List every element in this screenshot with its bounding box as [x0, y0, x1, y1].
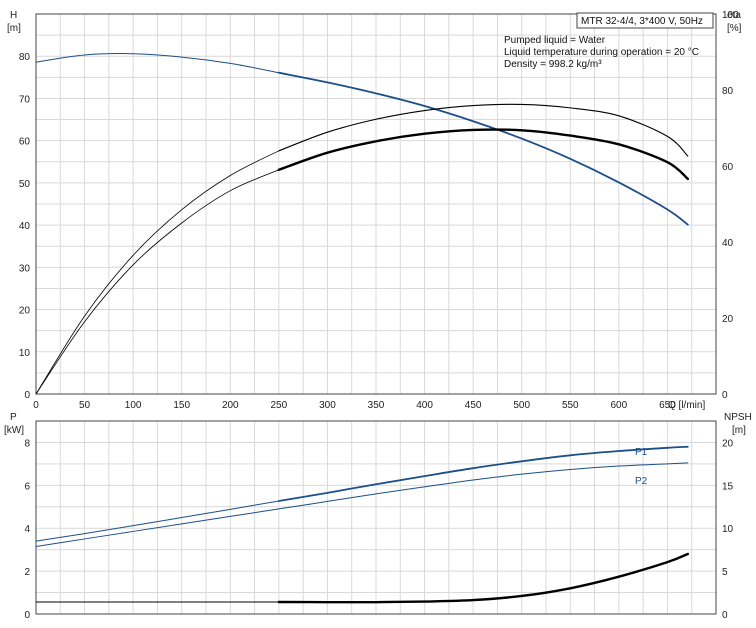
- top-series-curve-2-thick: [277, 128, 690, 181]
- x-tick-150: 150: [173, 400, 190, 411]
- info-box-title: MTR 32-4/4, 3*400 V, 50Hz: [581, 16, 703, 27]
- bottom-left-tick-8: 8: [24, 438, 30, 449]
- bottom-left-tick-2: 2: [24, 567, 30, 578]
- bottom-series: [35, 445, 690, 604]
- x-tick-650: 650: [659, 400, 676, 411]
- bottom-right-axis-label-1: NPSH: [724, 412, 752, 423]
- bottom-left-axis-label-2: [kW]: [4, 425, 24, 436]
- top-series-curve-1-thick: [278, 103, 689, 157]
- x-tick-50: 50: [79, 400, 91, 411]
- bottom-grid: [36, 421, 716, 614]
- bottom-series-p2-thin: [35, 508, 279, 547]
- top-right-tick-80: 80: [722, 86, 734, 97]
- x-axis-label: Q [l/min]: [668, 400, 705, 411]
- top-right-tick-20: 20: [722, 314, 734, 325]
- x-tick-550: 550: [562, 400, 579, 411]
- top-left-tick-40: 40: [19, 221, 31, 232]
- x-tick-400: 400: [416, 400, 433, 411]
- top-left-tick-80: 80: [19, 52, 31, 63]
- top-left-tick-0: 0: [24, 390, 30, 401]
- x-tick-100: 100: [125, 400, 142, 411]
- x-tick-200: 200: [222, 400, 239, 411]
- x-tick-350: 350: [368, 400, 385, 411]
- x-tick-250: 250: [271, 400, 288, 411]
- top-right-tick-40: 40: [722, 238, 734, 249]
- top-right-tick-60: 60: [722, 162, 734, 173]
- bottom-right-axis-label-2: [m]: [732, 425, 746, 436]
- bottom-series-p1-thin: [35, 500, 279, 542]
- top-left-tick-60: 60: [19, 137, 31, 148]
- top-right-axis-label-1: eta: [727, 10, 741, 21]
- top-right-tick-100: 100: [722, 10, 739, 21]
- bottom-series-p2-thick: [278, 462, 689, 510]
- top-left-tick-70: 70: [19, 94, 31, 105]
- x-tick-450: 450: [465, 400, 482, 411]
- top-left-tick-20: 20: [19, 306, 31, 317]
- x-tick-0: 0: [33, 400, 39, 411]
- x-tick-500: 500: [513, 400, 530, 411]
- bottom-right-tick-5: 5: [722, 567, 728, 578]
- bottom-series-p1-thick: [277, 445, 689, 502]
- top-series-curve-0-thin: [35, 53, 279, 74]
- info-line-density: Density = 998.2 kg/m³: [504, 59, 602, 70]
- top-left-axis-label-2: [m]: [7, 23, 21, 34]
- bottom-left-tick-0: 0: [24, 610, 30, 621]
- top-left-tick-50: 50: [19, 179, 31, 190]
- top-plot-frame: [35, 13, 717, 395]
- bottom-right-tick-20: 20: [722, 438, 734, 449]
- info-box-frame: [576, 12, 714, 29]
- series-label-p2: P2: [635, 476, 648, 487]
- top-left-axis-label-1: H: [10, 10, 17, 21]
- bottom-series-curve-2-thick: [277, 552, 690, 604]
- info-line-temperature: Liquid temperature during operation = 20…: [504, 47, 699, 58]
- bottom-right-tick-10: 10: [722, 524, 734, 535]
- top-series-curve-1-thin: [35, 150, 280, 395]
- bottom-left-tick-4: 4: [24, 524, 30, 535]
- info-line-liquid: Pumped liquid = Water: [504, 35, 606, 46]
- top-left-tick-10: 10: [19, 348, 31, 359]
- bottom-tick-labels: 0 2 4 6 8 0 5 10 15 20: [24, 438, 733, 621]
- top-right-tick-0: 0: [722, 390, 728, 401]
- top-tick-labels: 0 10 20 30 40 50 60 70 80 0 20 40 60 80 100 0 50 100 150 20…: [19, 10, 739, 411]
- bottom-right-tick-0: 0: [722, 610, 728, 621]
- x-tick-600: 600: [611, 400, 628, 411]
- top-right-axis-label-2: [%]: [727, 23, 742, 34]
- top-left-tick-30: 30: [19, 263, 31, 274]
- top-series-curve-2-thin: [35, 169, 280, 395]
- top-series: [35, 53, 690, 395]
- series-label-p1: P1: [635, 447, 648, 458]
- bottom-left-tick-6: 6: [24, 481, 30, 492]
- bottom-left-axis-label-1: P: [10, 412, 17, 423]
- x-tick-300: 300: [319, 400, 336, 411]
- bottom-right-tick-15: 15: [722, 481, 734, 492]
- top-grid: [36, 14, 716, 394]
- bottom-plot-frame: [35, 420, 717, 615]
